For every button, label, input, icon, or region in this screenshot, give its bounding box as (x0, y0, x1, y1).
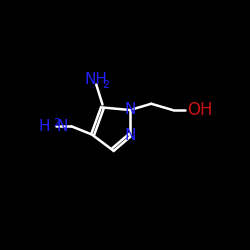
Text: 2: 2 (53, 118, 60, 128)
Text: N: N (124, 128, 136, 142)
Text: OH: OH (188, 101, 213, 119)
Text: NH: NH (85, 72, 108, 88)
Text: 2: 2 (102, 80, 109, 90)
Text: H: H (38, 119, 50, 134)
Text: N: N (56, 119, 68, 134)
Text: N: N (124, 102, 136, 118)
